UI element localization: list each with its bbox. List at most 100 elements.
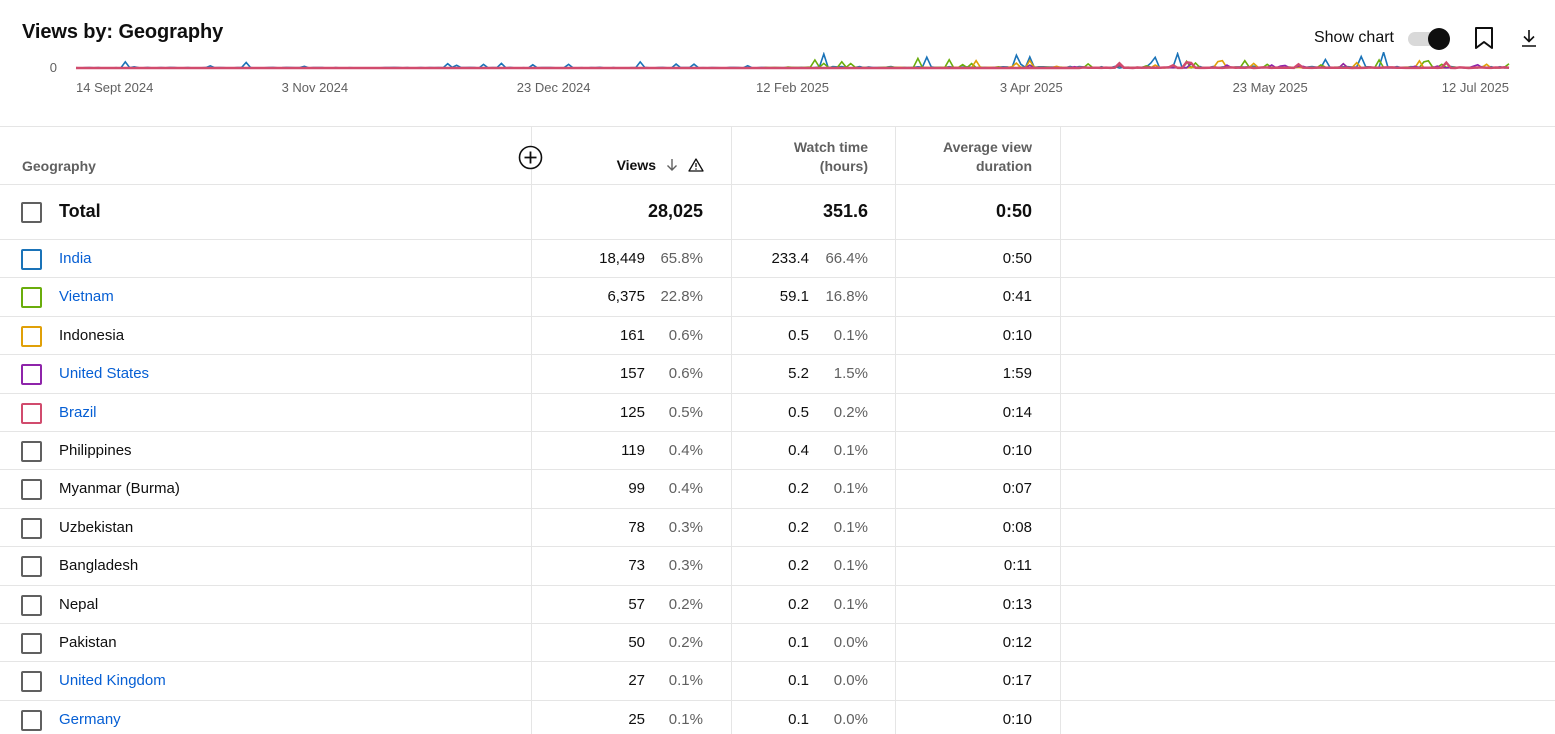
row-checkbox[interactable] [21,632,42,654]
views-percent: 0.2% [668,595,703,613]
row-checkbox[interactable] [21,556,42,578]
y-tick-label: 0 [50,60,57,75]
geography-name[interactable]: United Kingdom [59,672,166,690]
views-percent: 0.2% [668,633,703,651]
views-value: 27 [628,672,645,690]
geography-name[interactable]: United States [59,365,150,383]
table-row: Nepal 57 0.2% 0.2 0.1% 0:13 [0,585,1555,624]
geography-name[interactable]: Brazil [59,403,97,421]
row-checkbox[interactable] [21,671,42,693]
series-line [76,60,1510,70]
row-checkbox[interactable] [21,479,42,501]
avg-duration-value: 0:11 [1003,557,1032,575]
views-percent: 22.8% [660,288,703,306]
row-checkbox[interactable] [21,440,42,462]
show-chart-label: Show chart [1313,29,1394,46]
x-tick-label: 3 Nov 2024 [282,80,349,95]
header-views-label: Views [616,157,656,173]
views-value: 78 [628,518,645,536]
download-icon[interactable] [1517,26,1541,50]
watch-time-percent: 1.5% [833,365,868,383]
geography-name: Bangladesh [59,557,139,575]
avg-duration-value: 0:10 [1002,326,1032,344]
table-row: United Kingdom 27 0.1% 0.1 0.0% 0:17 [0,662,1555,701]
watch-time-percent: 0.1% [833,595,868,613]
x-tick-label: 12 Jul 2025 [1442,80,1509,95]
avg-duration-value: 0:50 [1002,250,1032,267]
watch-time-value: 0.1 [788,710,809,728]
geography-name[interactable]: Vietnam [59,288,114,306]
views-percent: 0.4% [668,480,703,498]
views-percent: 0.3% [668,518,703,536]
total-label: Total [59,201,101,221]
x-tick-label: 12 Feb 2025 [756,80,829,95]
warning-icon[interactable] [688,158,704,172]
table-row: Uzbekistan 78 0.3% 0.2 0.1% 0:08 [0,508,1555,548]
watch-time-percent: 0.1% [833,557,868,575]
table-row: India 18,449 65.8% 233.4 66.4% 0:50 [0,240,1555,279]
watch-time-value: 0.2 [788,557,809,575]
watch-time-value: 59.1 [779,288,809,306]
header-watch-time[interactable]: Watch time (hours) [731,138,868,176]
table-row: Philippines 119 0.4% 0.4 0.1% 0:10 [0,431,1555,471]
views-percent: 0.6% [668,326,703,344]
views-line-chart: 0 14 Sept 2024 3 Nov 2024 23 Dec 2024 12 Feb… [50,52,1510,95]
total-checkbox[interactable] [21,202,42,223]
page-title: Views by: Geography [22,21,224,43]
table-row: Myanmar (Burma) 99 0.4% 0.2 0.1% 0:07 [0,470,1555,509]
avg-duration-value: 0:41 [1002,288,1032,306]
add-circle-icon[interactable] [518,145,543,170]
watch-time-percent: 66.4% [825,250,868,267]
views-value: 50 [628,633,645,651]
row-checkbox[interactable] [21,325,42,347]
avg-duration-value: 0:08 [1002,518,1032,536]
total-row: Total 28,025 351.6 0:50 [0,185,1555,240]
watch-time-value: 0.2 [788,518,809,536]
row-checkbox[interactable] [21,594,42,616]
views-value: 57 [628,595,645,613]
geography-name: Philippines [59,441,132,459]
table-body: Geography Views Watch time (hours) [0,127,1555,734]
toggle-knob [1428,28,1450,50]
views-percent: 0.5% [668,403,703,421]
watch-time-value: 0.2 [788,595,809,613]
arrow-down-icon[interactable] [666,158,678,172]
header-avg-view-duration[interactable]: Average view duration [895,138,1032,176]
table-row: Bangladesh 73 0.3% 0.2 0.1% 0:11 [0,547,1555,586]
watch-time-value: 5.2 [788,365,809,383]
watch-time-value: 0.1 [788,633,809,651]
views-value: 119 [621,441,645,459]
avg-duration-value: 1:59 [1002,365,1032,383]
header-avd-line2: duration [976,158,1032,174]
total-avg-duration: 0:50 [995,201,1032,221]
table-row: Pakistan 50 0.2% 0.1 0.0% 0:12 [0,623,1555,663]
x-tick-label: 14 Sept 2024 [76,80,153,95]
views-percent: 0.3% [668,557,703,575]
geography-name: Uzbekistan [59,518,134,536]
row-checkbox[interactable] [21,402,42,424]
series-line [75,52,1510,70]
watch-time-percent: 0.1% [833,326,868,344]
header-avd-line1: Average view [943,139,1032,155]
x-tick-label: 23 Dec 2024 [517,80,591,95]
header-watch-time-line2: (hours) [819,158,868,174]
header-views[interactable]: Views [531,157,731,173]
row-checkbox[interactable] [21,517,42,539]
row-checkbox[interactable] [21,709,42,731]
bookmark-icon[interactable] [1472,26,1496,50]
views-value: 6,375 [607,288,645,306]
row-checkbox[interactable] [21,249,42,270]
geography-name: Indonesia [59,326,125,344]
total-views: 28,025 [647,201,703,221]
geography-name[interactable]: India [59,250,92,267]
header-watch-time-line1: Watch time [793,139,868,155]
total-watch-time: 351.6 [822,201,868,221]
x-tick-label: 3 Apr 2025 [1000,80,1063,95]
header-geography: Geography [22,158,96,174]
row-checkbox[interactable] [21,364,42,386]
views-value: 25 [628,710,645,728]
show-chart-toggle[interactable] [1408,26,1450,50]
geography-name[interactable]: Germany [59,710,121,728]
geography-name: Myanmar (Burma) [59,480,180,498]
row-checkbox[interactable] [21,287,42,309]
